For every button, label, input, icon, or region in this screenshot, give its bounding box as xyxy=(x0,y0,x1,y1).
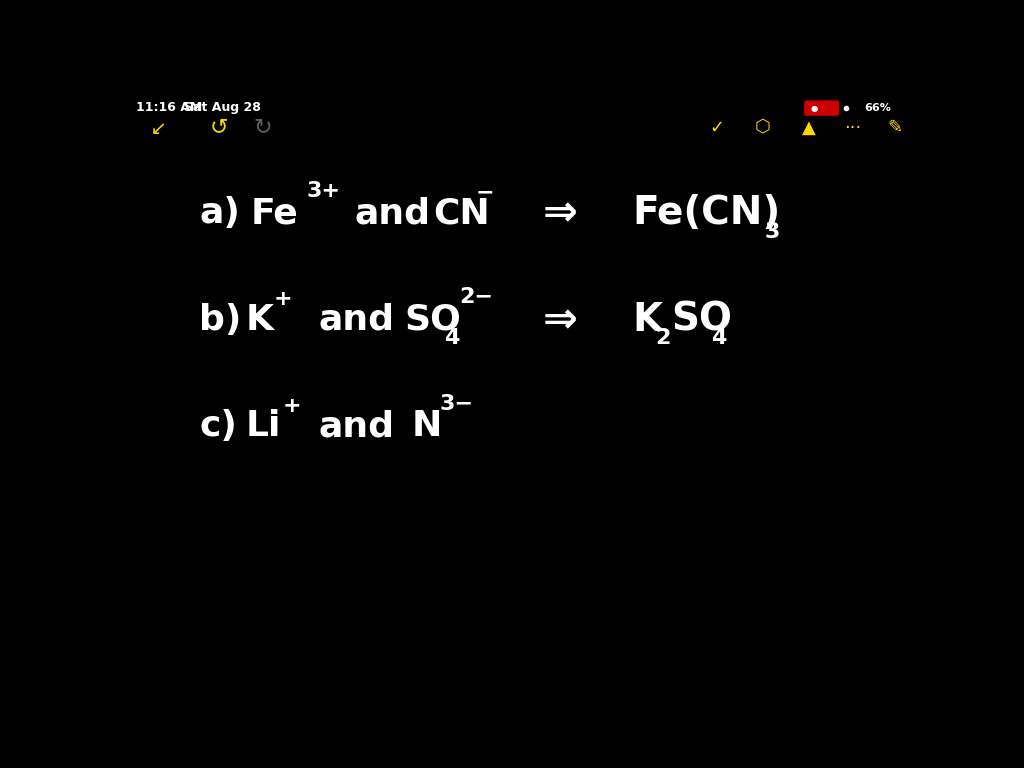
Text: ↗: ↗ xyxy=(146,118,163,137)
Text: and: and xyxy=(318,303,394,337)
Text: Sat Aug 28: Sat Aug 28 xyxy=(183,101,260,114)
Text: Fe(CN): Fe(CN) xyxy=(632,194,780,233)
Text: 11:16 AM: 11:16 AM xyxy=(136,101,202,114)
Text: K: K xyxy=(632,301,663,339)
Text: ↻: ↻ xyxy=(254,118,272,137)
Text: N: N xyxy=(412,409,442,443)
Text: K: K xyxy=(246,303,273,337)
Text: Fe: Fe xyxy=(251,197,299,230)
Text: ⇒: ⇒ xyxy=(543,193,578,234)
Text: 2−: 2− xyxy=(460,287,494,307)
Text: +: + xyxy=(283,396,301,415)
Text: ✓: ✓ xyxy=(710,118,724,137)
Text: +: + xyxy=(273,289,292,310)
Text: 4: 4 xyxy=(443,328,459,348)
Text: 3: 3 xyxy=(765,222,780,243)
Text: ▲: ▲ xyxy=(802,118,816,137)
Text: SO: SO xyxy=(404,303,461,337)
Text: c): c) xyxy=(200,409,238,443)
Text: 3+: 3+ xyxy=(306,181,341,201)
Text: a): a) xyxy=(200,197,241,230)
Text: 3−: 3− xyxy=(439,394,473,414)
Text: −: − xyxy=(475,183,495,203)
Text: 4: 4 xyxy=(712,328,727,348)
Text: ⇒: ⇒ xyxy=(543,299,578,341)
Text: b): b) xyxy=(200,303,242,337)
Text: ✎: ✎ xyxy=(888,118,903,137)
Text: ●: ● xyxy=(811,104,818,113)
Text: 2: 2 xyxy=(655,328,671,348)
Text: and: and xyxy=(354,197,430,230)
Text: ↺: ↺ xyxy=(210,118,228,137)
Text: SO: SO xyxy=(672,301,732,339)
Text: Li: Li xyxy=(246,409,281,443)
Text: ⬡: ⬡ xyxy=(755,118,771,137)
Text: ···: ··· xyxy=(844,118,861,137)
Text: CN: CN xyxy=(433,197,490,230)
Text: 66%: 66% xyxy=(864,103,892,113)
Text: and: and xyxy=(318,409,394,443)
FancyBboxPatch shape xyxy=(804,101,839,116)
